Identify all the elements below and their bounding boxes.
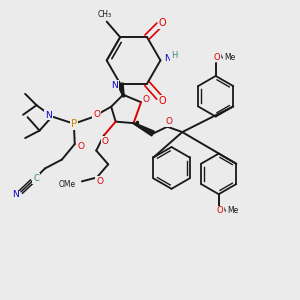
- Text: N: N: [12, 190, 18, 199]
- Polygon shape: [117, 83, 124, 95]
- Text: Me: Me: [218, 52, 230, 62]
- Text: O: O: [143, 95, 150, 104]
- Text: N: N: [111, 81, 118, 90]
- Text: O: O: [217, 206, 224, 215]
- Polygon shape: [133, 123, 154, 136]
- Text: O: O: [159, 96, 167, 106]
- Text: N: N: [164, 54, 170, 63]
- Text: O: O: [102, 136, 109, 146]
- Text: Me: Me: [224, 52, 235, 62]
- Text: N: N: [45, 111, 52, 120]
- Text: O: O: [96, 177, 103, 186]
- Text: O: O: [77, 142, 84, 151]
- Text: OMe: OMe: [59, 180, 76, 189]
- Text: CH₃: CH₃: [97, 10, 111, 19]
- Text: O: O: [165, 117, 172, 126]
- Text: O: O: [214, 52, 220, 62]
- Text: Me: Me: [221, 206, 233, 215]
- Text: O: O: [93, 110, 100, 119]
- Text: O: O: [217, 206, 224, 215]
- Text: H: H: [171, 51, 177, 60]
- Text: O: O: [143, 95, 150, 104]
- Text: N: N: [12, 190, 18, 199]
- Text: O: O: [159, 18, 167, 28]
- Text: H: H: [171, 51, 177, 60]
- Text: O: O: [102, 136, 109, 146]
- Text: C: C: [33, 174, 39, 183]
- Text: O: O: [214, 52, 220, 62]
- Text: O: O: [93, 110, 100, 119]
- Text: O: O: [77, 142, 84, 151]
- Text: P: P: [71, 119, 77, 129]
- Text: N: N: [111, 81, 118, 90]
- Text: O: O: [159, 18, 167, 28]
- Text: O: O: [165, 117, 172, 126]
- Text: N: N: [164, 54, 170, 63]
- Text: N: N: [45, 111, 52, 120]
- Text: Me: Me: [227, 206, 238, 215]
- Text: OMe: OMe: [59, 180, 76, 189]
- Text: C: C: [33, 174, 39, 183]
- Text: CH₃: CH₃: [97, 10, 111, 19]
- Text: O: O: [159, 96, 167, 106]
- Text: O: O: [96, 177, 103, 186]
- Text: P: P: [71, 119, 77, 129]
